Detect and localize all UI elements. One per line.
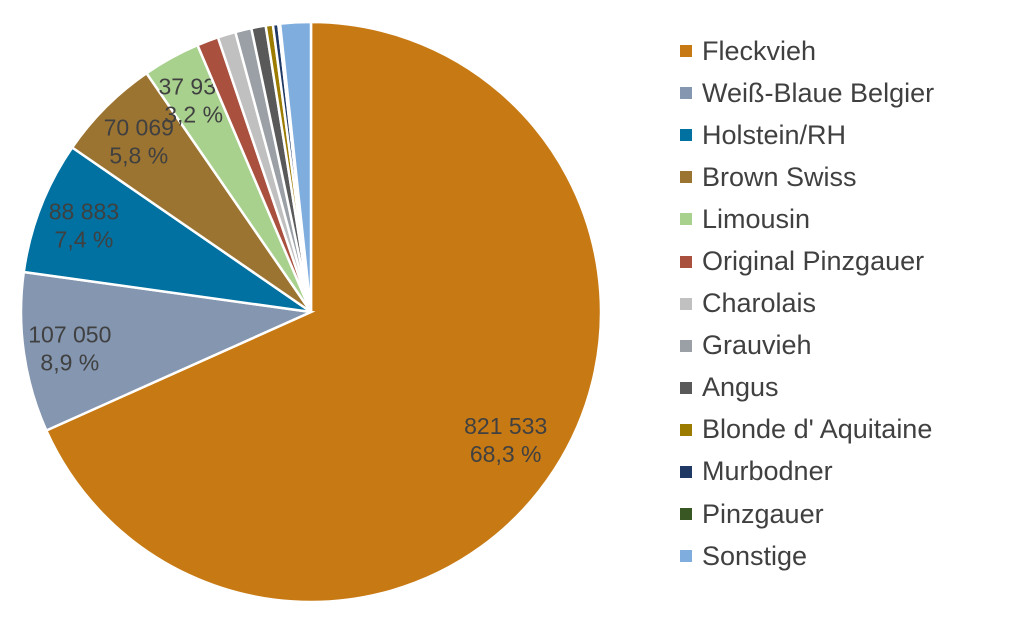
legend-swatch	[680, 339, 692, 352]
legend-item: Pinzgauer	[680, 493, 934, 535]
legend-label: Charolais	[702, 288, 817, 319]
legend-swatch	[680, 213, 692, 226]
legend-swatch	[680, 508, 692, 521]
legend-label: Original Pinzgauer	[702, 246, 925, 277]
data-label-value: 821 533	[464, 413, 547, 439]
legend-item: Holstein/RH	[680, 114, 934, 156]
data-label-percent: 8,9 %	[40, 349, 99, 375]
legend-label: Sonstige	[702, 540, 808, 571]
legend-label: Holstein/RH	[702, 119, 847, 150]
legend: Fleckvieh Weiß-Blaue Belgier Holstein/RH Br…	[680, 30, 934, 577]
data-label-value: 88 883	[49, 199, 119, 225]
legend-item: Weiß-Blaue Belgier	[680, 72, 934, 114]
legend-label: Angus	[702, 372, 779, 403]
legend-label: Brown Swiss	[702, 161, 857, 192]
legend-item: Grauvieh	[680, 325, 934, 367]
legend-swatch	[680, 550, 692, 563]
data-label-percent: 68,3 %	[470, 441, 542, 467]
pie-slice-wei-blaue-belgier	[19, 270, 316, 433]
legend-swatch	[680, 87, 692, 100]
legend-label: Weiß-Blaue Belgier	[702, 77, 935, 108]
data-label-percent: 3,2 %	[164, 102, 223, 128]
legend-swatch	[680, 129, 692, 142]
legend-swatch	[680, 465, 692, 478]
legend-label: Fleckvieh	[702, 35, 817, 66]
legend-swatch	[680, 297, 692, 310]
data-label-value: 107 050	[28, 321, 111, 347]
legend-swatch	[680, 171, 692, 184]
legend-item: Blonde d' Aquitaine	[680, 409, 934, 451]
legend-label: Limousin	[702, 203, 811, 234]
data-label-percent: 5,8 %	[109, 143, 168, 169]
pie-slice-sonstige	[278, 20, 313, 313]
legend-label: Grauvieh	[702, 330, 812, 361]
legend-item: Brown Swiss	[680, 156, 934, 198]
legend-label: Murbodner	[702, 456, 833, 487]
legend-item: Limousin	[680, 198, 934, 240]
legend-swatch	[680, 381, 692, 394]
legend-item: Charolais	[680, 283, 934, 325]
legend-item: Sonstige	[680, 535, 934, 577]
legend-item: Murbodner	[680, 451, 934, 493]
legend-item: Original Pinzgauer	[680, 240, 934, 282]
pie-slice-holstein-rh	[22, 145, 312, 314]
data-label-value: 70 069	[104, 115, 174, 141]
legend-item: Fleckvieh	[680, 30, 934, 72]
legend-item: Angus	[680, 367, 934, 409]
pie-slice-fleckvieh	[44, 20, 603, 604]
legend-swatch	[680, 255, 692, 268]
legend-swatch	[680, 423, 692, 436]
legend-label: Blonde d' Aquitaine	[702, 414, 933, 445]
legend-swatch	[680, 45, 692, 58]
legend-label: Pinzgauer	[702, 498, 824, 529]
data-label-percent: 7,4 %	[55, 227, 114, 253]
